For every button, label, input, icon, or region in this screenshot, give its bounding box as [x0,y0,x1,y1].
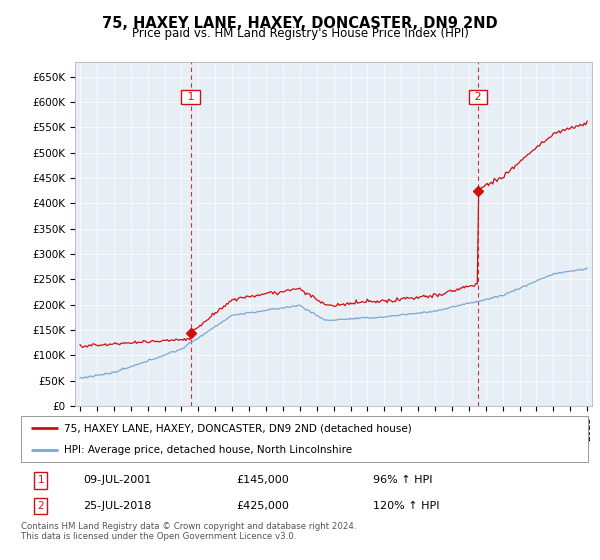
Text: 96% ↑ HPI: 96% ↑ HPI [373,475,432,486]
Text: £425,000: £425,000 [236,501,289,511]
Text: 2: 2 [38,501,44,511]
Text: Contains HM Land Registry data © Crown copyright and database right 2024.
This d: Contains HM Land Registry data © Crown c… [21,522,356,542]
Text: Price paid vs. HM Land Registry's House Price Index (HPI): Price paid vs. HM Land Registry's House … [131,27,469,40]
Text: 25-JUL-2018: 25-JUL-2018 [83,501,152,511]
Text: 09-JUL-2001: 09-JUL-2001 [83,475,152,486]
Text: HPI: Average price, detached house, North Lincolnshire: HPI: Average price, detached house, Nort… [64,445,352,455]
Text: 2: 2 [471,92,485,102]
Text: 75, HAXEY LANE, HAXEY, DONCASTER, DN9 2ND (detached house): 75, HAXEY LANE, HAXEY, DONCASTER, DN9 2N… [64,423,411,433]
Text: 75, HAXEY LANE, HAXEY, DONCASTER, DN9 2ND: 75, HAXEY LANE, HAXEY, DONCASTER, DN9 2N… [102,16,498,31]
Text: 1: 1 [38,475,44,486]
Text: 120% ↑ HPI: 120% ↑ HPI [373,501,439,511]
Text: £145,000: £145,000 [236,475,289,486]
Text: 1: 1 [184,92,197,102]
